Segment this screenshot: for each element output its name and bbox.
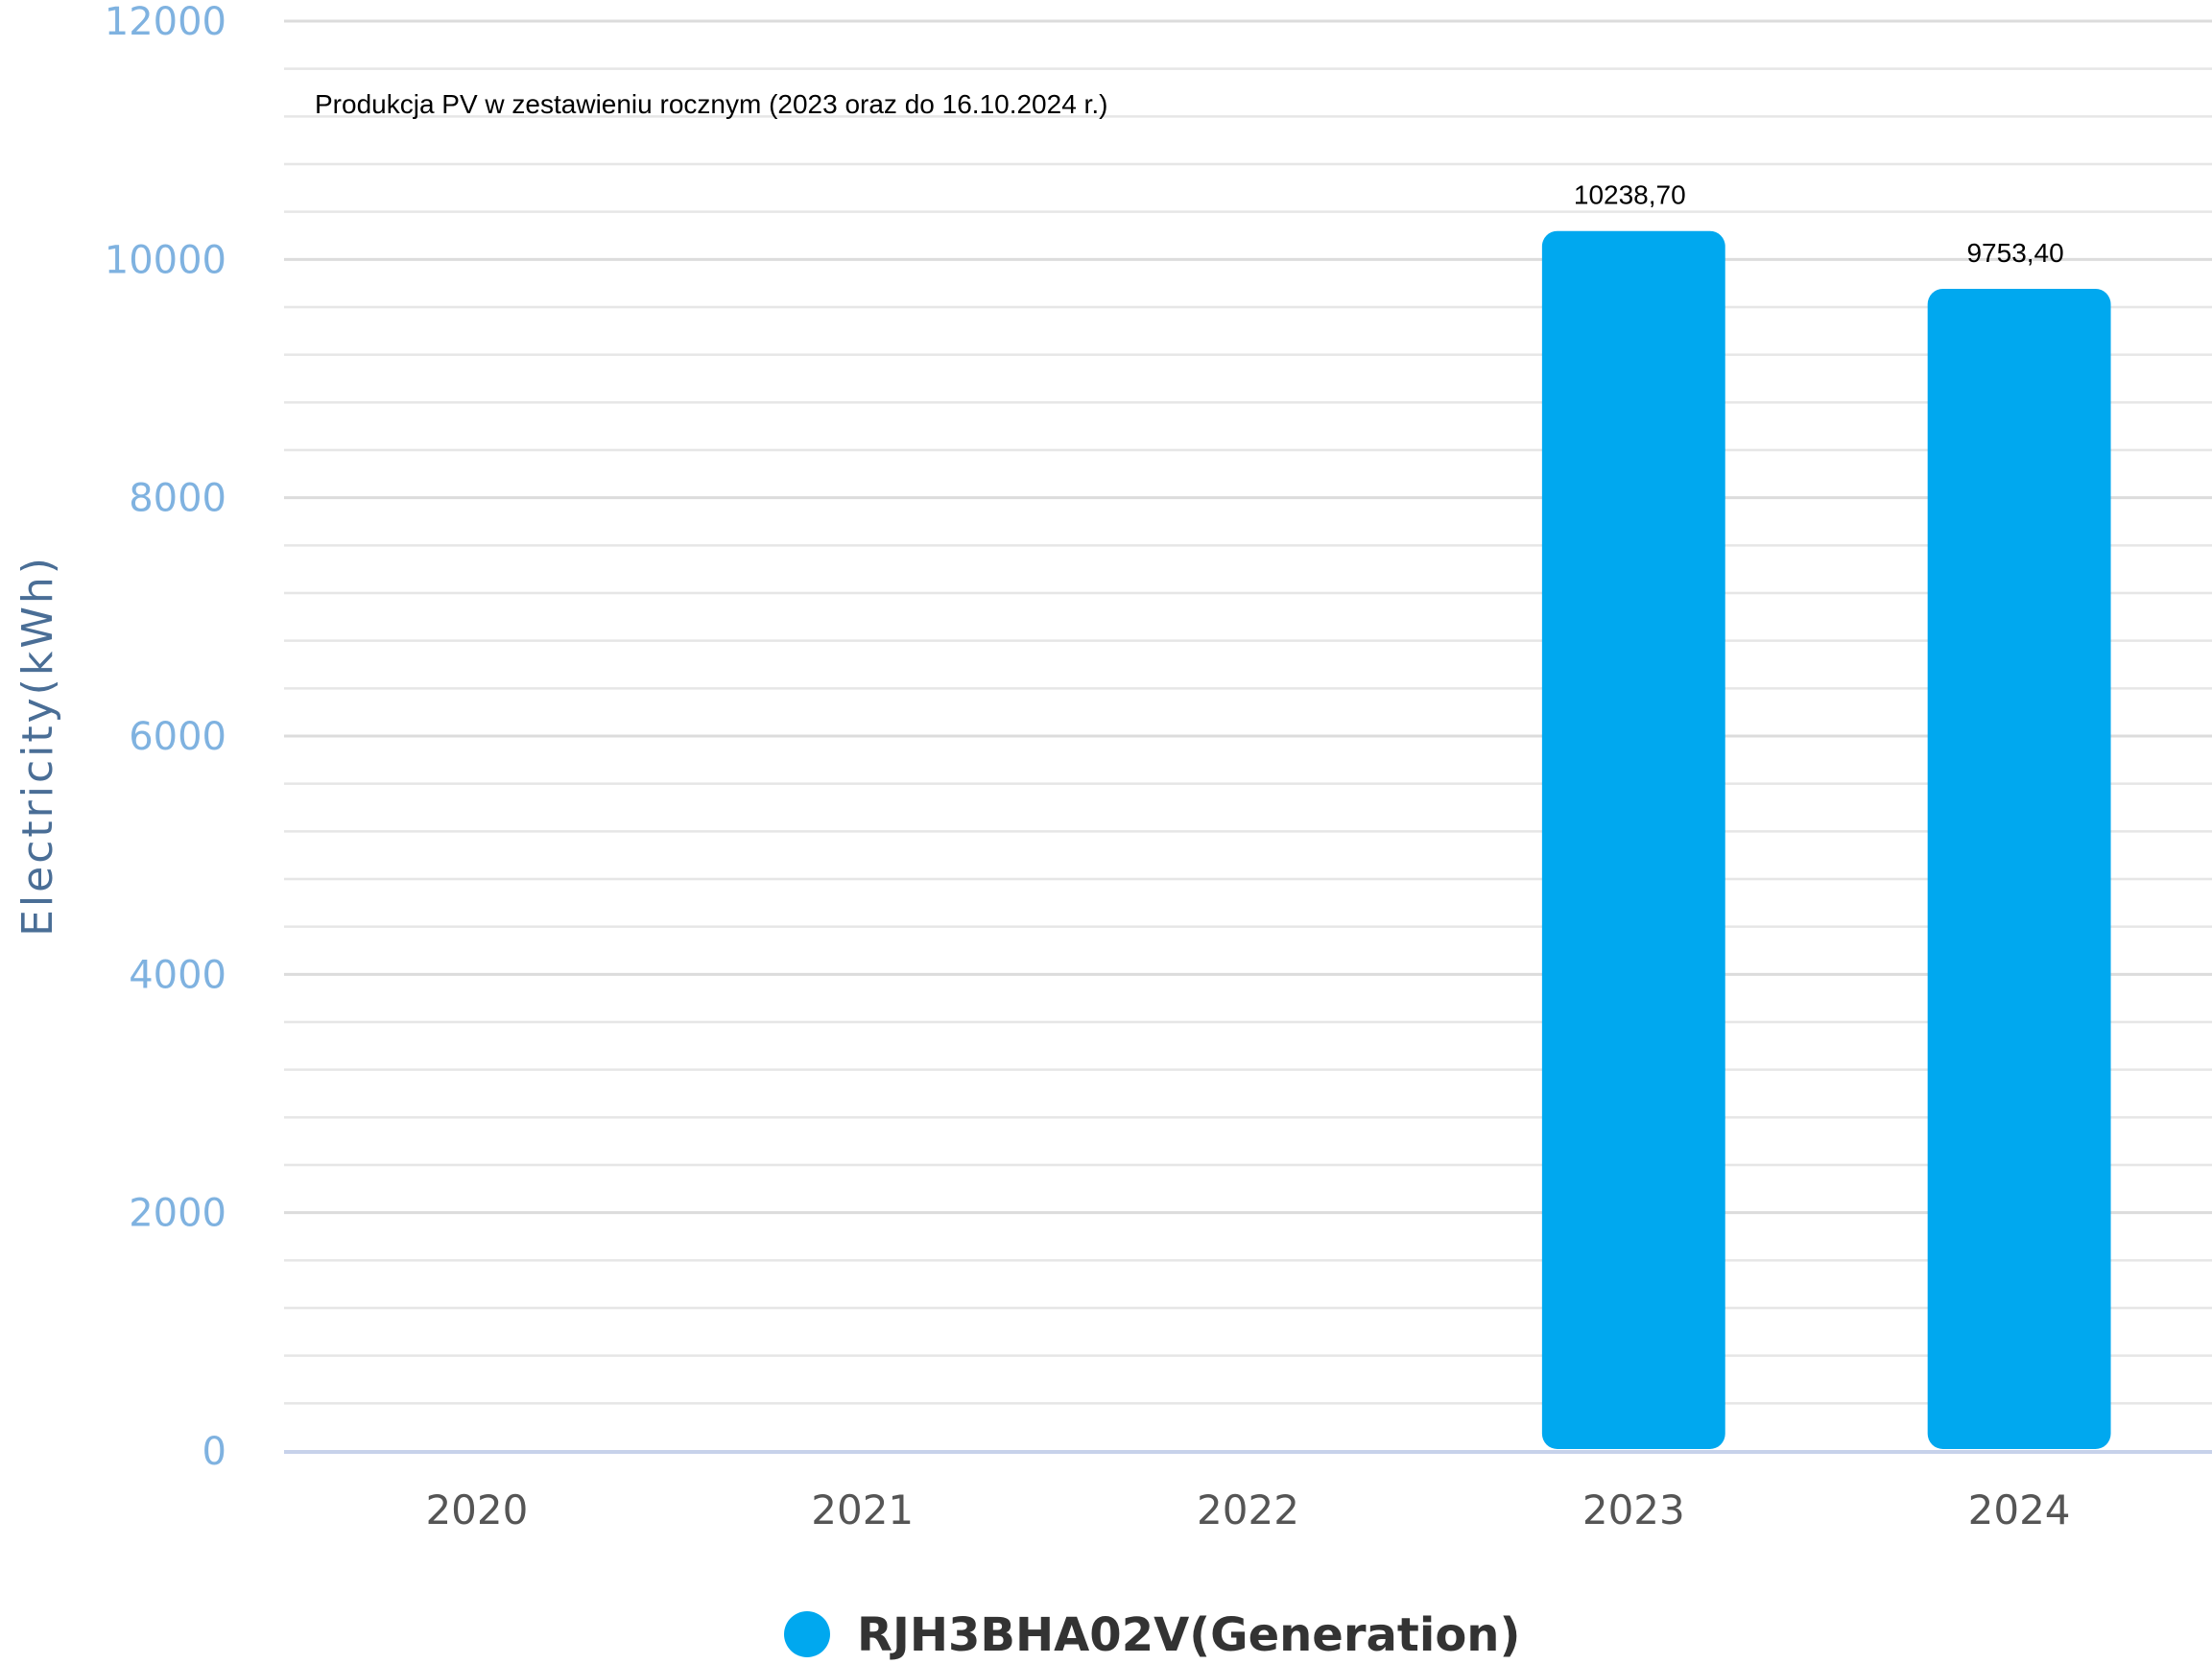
y-tick-label: 6000	[129, 715, 226, 759]
y-tick-label: 4000	[129, 953, 226, 997]
x-tick-label: 2023	[1582, 1486, 1685, 1533]
y-tick-label: 2000	[129, 1192, 226, 1236]
x-tick-label: 2020	[425, 1486, 528, 1533]
chart-annotation: Produkcja PV w zestawieniu rocznym (2023…	[315, 89, 1107, 119]
bars: 10238,70 9753,40	[1541, 180, 2111, 1450]
data-label-2023: 10238,70	[1574, 180, 1686, 210]
y-tick-label: 0	[202, 1430, 226, 1474]
bar-2023[interactable]	[1541, 230, 1725, 1450]
x-tick-label: 2021	[811, 1486, 914, 1533]
y-axis-label: Electricity(kWh)	[13, 555, 62, 937]
x-tick-label: 2024	[1968, 1486, 2071, 1533]
legend[interactable]: RJH3BHA02V(Generation)	[784, 1608, 1520, 1662]
data-label-2024: 9753,40	[1966, 238, 2063, 268]
legend-marker	[784, 1611, 830, 1657]
y-tick-label: 8000	[129, 477, 226, 521]
y-axis-ticks: 0 2000 4000 6000 8000 10000 12000	[105, 0, 226, 1474]
y-tick-label: 10000	[105, 238, 226, 282]
x-axis-ticks: 2020 2021 2022 2023 2024	[425, 1486, 2070, 1533]
legend-label: RJH3BHA02V(Generation)	[857, 1608, 1520, 1662]
major-grid	[284, 19, 2212, 1215]
y-tick-label: 12000	[105, 0, 226, 44]
bar-2024[interactable]	[1927, 288, 2111, 1449]
x-tick-label: 2022	[1197, 1486, 1299, 1533]
minor-grid	[284, 67, 2212, 1405]
